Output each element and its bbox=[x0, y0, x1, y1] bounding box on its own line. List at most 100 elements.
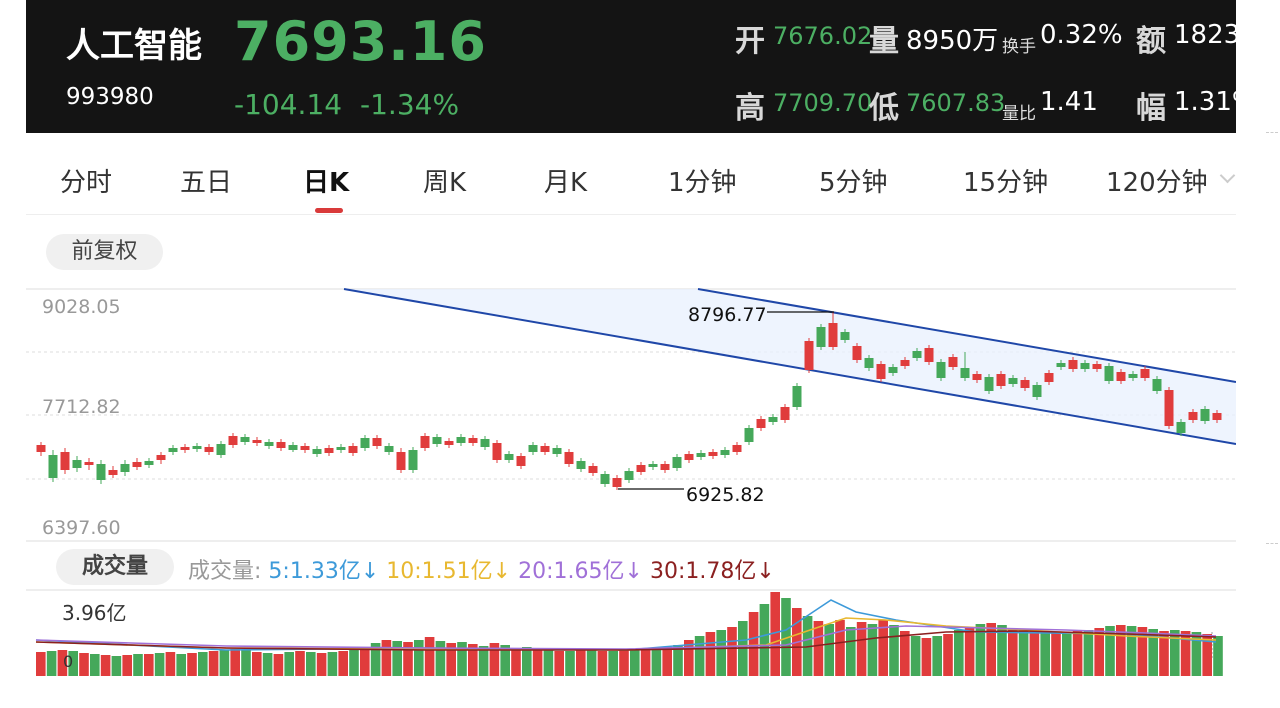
stock-code: 993980 bbox=[66, 84, 154, 110]
volume-bar bbox=[824, 624, 834, 676]
price-axis-top: 9028.05 bbox=[42, 296, 121, 318]
ma10-label: 10:1.51亿 bbox=[386, 559, 493, 584]
volume-axis-top: 3.96亿 bbox=[62, 601, 127, 625]
tab-15-minute[interactable]: 15分钟 bbox=[963, 168, 1049, 198]
candle-body bbox=[1176, 422, 1186, 433]
volume-bar bbox=[165, 652, 176, 676]
volume-bar bbox=[662, 647, 672, 676]
candle-body bbox=[720, 450, 730, 455]
volume-bar bbox=[813, 621, 824, 676]
volume-bar bbox=[576, 650, 586, 676]
candle-body bbox=[708, 452, 718, 456]
candle-body bbox=[936, 362, 946, 378]
candle-body bbox=[144, 461, 154, 465]
candle-body bbox=[132, 462, 142, 467]
candle-body bbox=[444, 441, 454, 445]
volume-bar bbox=[640, 648, 651, 676]
kline-chart[interactable] bbox=[26, 0, 1236, 708]
volume-bar bbox=[219, 650, 230, 676]
candle-body bbox=[1200, 409, 1210, 421]
candle-body bbox=[1008, 378, 1018, 384]
volume-bar bbox=[1213, 636, 1223, 676]
volume-bar bbox=[1008, 628, 1018, 676]
volume-bar bbox=[684, 640, 694, 676]
candle-body bbox=[384, 446, 394, 452]
volume-bar bbox=[403, 642, 413, 676]
volume-bar bbox=[284, 652, 294, 676]
ma20-down-arrow-icon: ↓ bbox=[624, 559, 643, 584]
candle-body bbox=[432, 437, 442, 444]
tab-5-minute[interactable]: 5分钟 bbox=[819, 168, 888, 198]
high-value: 7709.70 bbox=[773, 89, 873, 117]
candle-body bbox=[540, 446, 550, 452]
tab-monthly-k[interactable]: 月K bbox=[544, 168, 588, 198]
candle-body bbox=[732, 445, 742, 452]
volume-bar bbox=[241, 650, 251, 676]
tab-intraday[interactable]: 分时 bbox=[60, 168, 113, 198]
candle-body bbox=[324, 448, 334, 453]
tab-daily-k[interactable]: 日K bbox=[303, 168, 350, 198]
candle-body bbox=[636, 465, 646, 472]
volume-bar bbox=[748, 612, 759, 676]
price-change: -104.14 bbox=[234, 88, 343, 121]
volume-bar bbox=[900, 631, 910, 676]
candle-body bbox=[576, 461, 586, 469]
volume-bar bbox=[295, 651, 305, 676]
volume-bar bbox=[1051, 632, 1061, 676]
price-axis-mid: 7712.82 bbox=[42, 396, 121, 418]
tab-weekly-k[interactable]: 周K bbox=[423, 168, 467, 198]
active-tab-indicator bbox=[315, 208, 343, 213]
tab-1-minute[interactable]: 1分钟 bbox=[668, 168, 737, 198]
volume-bar bbox=[1018, 629, 1029, 676]
candle-body bbox=[120, 464, 130, 472]
adjust-mode-button[interactable]: 前复权 bbox=[46, 234, 163, 270]
volume-indicator-button[interactable]: 成交量 bbox=[56, 549, 174, 585]
candle-body bbox=[588, 466, 598, 473]
volume-bar bbox=[100, 655, 111, 676]
amount-label: 额 bbox=[1136, 24, 1166, 59]
candle-body bbox=[480, 439, 490, 447]
volume-bar bbox=[954, 630, 964, 676]
low-value: 7607.83 bbox=[906, 89, 1006, 117]
candle-body bbox=[660, 464, 670, 470]
candle-body bbox=[468, 438, 478, 443]
candle-body bbox=[900, 360, 910, 366]
turnover-value: 0.32% bbox=[1040, 20, 1123, 50]
high-label: 高 bbox=[735, 91, 765, 126]
volume-bar bbox=[468, 644, 478, 676]
volume-bar bbox=[511, 648, 521, 676]
volume-bar bbox=[154, 653, 165, 676]
candle-body bbox=[1044, 373, 1054, 382]
candle-body bbox=[348, 446, 358, 453]
volume-bar bbox=[435, 641, 446, 676]
candle-body bbox=[756, 419, 766, 428]
volume-bar bbox=[478, 646, 489, 676]
volume-bar bbox=[1029, 630, 1040, 676]
candle-body bbox=[192, 446, 202, 449]
candle-body bbox=[36, 445, 46, 452]
edge-marker bbox=[1266, 543, 1278, 544]
candle-body bbox=[696, 453, 706, 457]
candle-body bbox=[804, 341, 814, 370]
tab-120-minute[interactable]: 120分钟 bbox=[1106, 168, 1208, 198]
volume-bar bbox=[262, 653, 273, 676]
candle-body bbox=[996, 374, 1006, 386]
volume-bar bbox=[522, 647, 532, 676]
volume-bar bbox=[856, 622, 867, 676]
volume-bar bbox=[111, 656, 122, 676]
low-label: 低 bbox=[869, 91, 899, 126]
volume-bar bbox=[338, 651, 348, 676]
volume-ma-line bbox=[35, 625, 1217, 650]
volume-ratio-value: 1.41 bbox=[1040, 87, 1098, 117]
candle-body bbox=[168, 448, 178, 452]
volume-bar bbox=[306, 652, 316, 676]
volume-bar bbox=[90, 654, 100, 676]
candle-body bbox=[60, 452, 70, 470]
volume-bar bbox=[975, 624, 986, 676]
volume-bar bbox=[370, 643, 381, 676]
volume-bar bbox=[1126, 626, 1137, 676]
price-change-pct: -1.34% bbox=[360, 88, 460, 121]
tab-five-day[interactable]: 五日 bbox=[180, 168, 233, 198]
volume-bar bbox=[651, 648, 662, 676]
candle-body bbox=[240, 437, 250, 442]
